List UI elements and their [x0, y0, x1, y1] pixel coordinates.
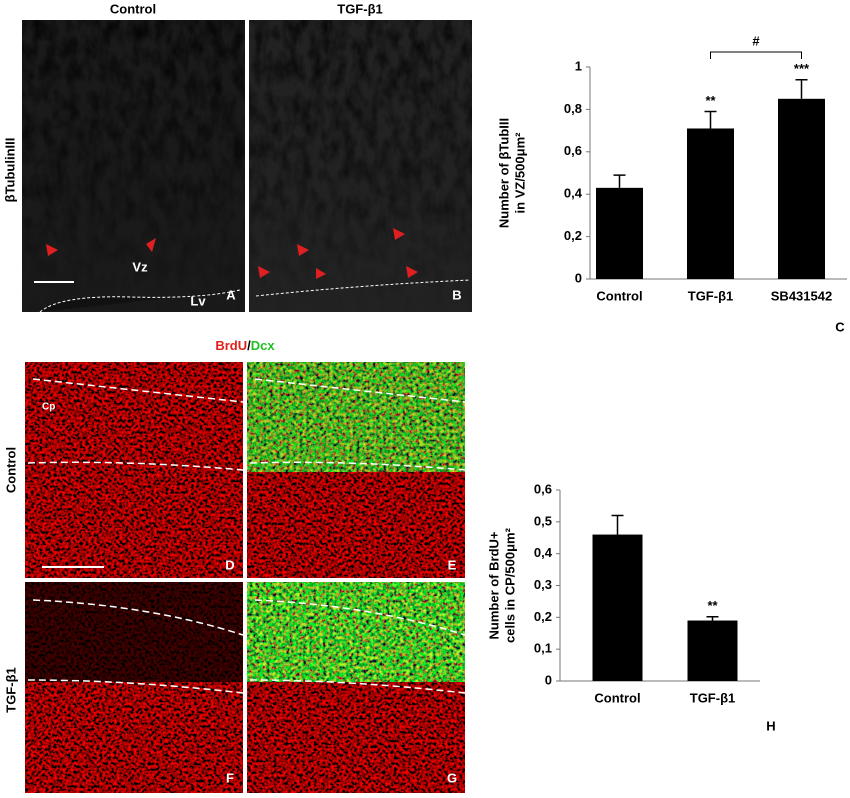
micrograph-e — [247, 362, 466, 578]
stain-2: Dcx — [251, 338, 276, 353]
separator: / — [247, 338, 251, 353]
panel-letter: B — [452, 287, 461, 302]
stain-1: BrdU — [215, 338, 247, 353]
y-tick-label: 0 — [545, 672, 552, 687]
bar — [778, 98, 825, 279]
y-tick-label: 0 — [575, 270, 582, 285]
micrograph-f — [25, 582, 244, 793]
y-tick-label: 0,3 — [534, 577, 552, 592]
annotation: Vz — [132, 259, 148, 274]
y-tick-label: 0,4 — [534, 545, 553, 560]
y-axis-label: in VZ/500μm² — [512, 132, 527, 214]
error-bar — [613, 174, 626, 188]
panel-letter: H — [766, 718, 775, 733]
significance: ** — [705, 93, 716, 108]
y-tick-label: 0,2 — [534, 609, 552, 624]
row-label: Control — [3, 447, 18, 493]
bar — [687, 128, 734, 279]
panel-letter: G — [447, 770, 457, 785]
bracket-line — [710, 51, 802, 59]
micrograph-a — [22, 20, 245, 313]
y-tick-label: 0,1 — [534, 641, 552, 656]
bracket-label: # — [752, 33, 760, 48]
significance: *** — [794, 61, 810, 76]
micrograph-d — [25, 362, 244, 578]
row-label: βTubulinIII — [2, 138, 17, 203]
y-tick-label: 0,4 — [564, 186, 583, 201]
panel-letter: A — [226, 287, 236, 302]
y-tick-label: 0,6 — [564, 143, 582, 158]
annotation: Lv — [190, 293, 206, 308]
error-bar — [795, 78, 808, 99]
stain-title: BrdU/Dcx — [215, 338, 275, 353]
panel-letter: C — [835, 319, 845, 334]
column-title: TGF-β1 — [337, 1, 383, 16]
y-tick-label: 0,2 — [564, 228, 582, 243]
panel-letter: F — [226, 770, 234, 785]
y-tick-label: 1 — [575, 58, 582, 73]
y-axis-label: Number of BrdU+ — [486, 531, 501, 639]
panel-letter: D — [225, 557, 234, 572]
micrograph-g — [247, 582, 466, 793]
bar — [687, 620, 738, 681]
y-axis-label: Number of βTubIII — [496, 118, 511, 228]
panel-letter: E — [448, 557, 457, 572]
error-bar — [611, 514, 624, 535]
row-label: TGF-β1 — [3, 667, 18, 713]
error-bar — [704, 110, 717, 129]
annotation: Cp — [42, 402, 55, 413]
x-tick-label: TGF-β1 — [688, 288, 734, 303]
x-tick-label: Control — [596, 288, 642, 303]
x-tick-label: SB431542 — [771, 288, 832, 303]
micrograph-b — [249, 20, 472, 312]
y-tick-label: 0,5 — [534, 513, 552, 528]
significance: ** — [707, 598, 718, 613]
y-axis-label: cells in CP/500μm² — [502, 527, 517, 643]
column-title: Control — [110, 1, 156, 16]
error-bar — [706, 615, 719, 621]
y-tick-label: 0,6 — [534, 481, 552, 496]
x-tick-label: Control — [594, 690, 640, 705]
bar — [592, 534, 643, 681]
y-tick-label: 0,8 — [564, 101, 582, 116]
x-tick-label: TGF-β1 — [690, 690, 736, 705]
bar — [596, 187, 643, 279]
